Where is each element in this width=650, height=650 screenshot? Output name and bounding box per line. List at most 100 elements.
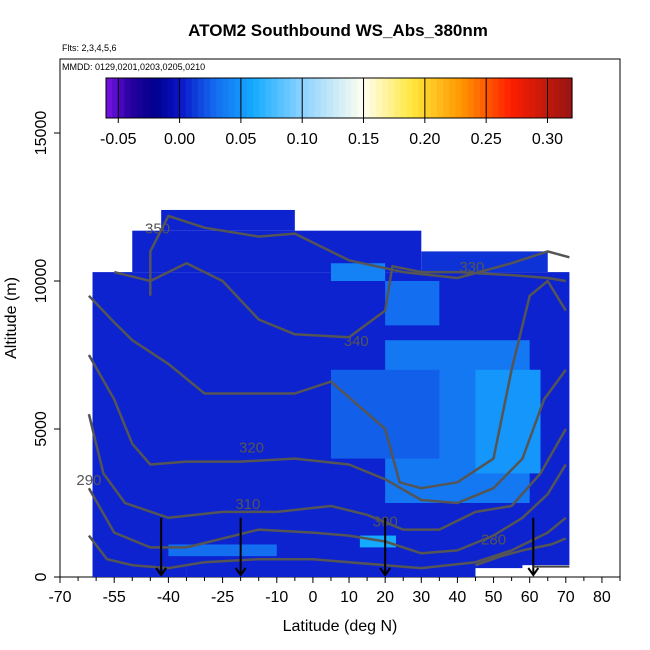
colorbar-tick-label-0: -0.05 (100, 131, 137, 148)
heatmap-layer (92, 209, 570, 577)
contour-label-290: 290 (76, 472, 101, 489)
x-tick-label-6: 10 (340, 589, 358, 606)
y-tick-label-0: 0 (33, 572, 50, 581)
colorbar-frame (105, 77, 573, 119)
colorbar-segment-26 (265, 78, 273, 118)
colorbar-segment-22 (240, 78, 248, 118)
arrow-layer (155, 517, 570, 577)
x-tick-label-8: 30 (412, 589, 430, 606)
colorbar-segment-24 (253, 78, 260, 118)
colorbar-segment-57 (455, 78, 463, 118)
colorbar-segment-67 (516, 78, 524, 118)
colorbar-segment-56 (449, 78, 457, 118)
x-tick-label-1: -55 (103, 589, 126, 606)
y-axis-label: Altitude (m) (3, 277, 20, 359)
x-axis-label: Latitude (deg N) (283, 618, 398, 635)
colorbar-segment-35 (320, 78, 328, 118)
x-tick-label-5: 0 (308, 589, 317, 606)
colorbar-tick-label-7: 0.30 (532, 131, 563, 148)
x-tick-label-13: 80 (593, 589, 611, 606)
contour-line-310 (87, 413, 567, 531)
colorbar-segment-2 (118, 78, 125, 118)
colorbar-segment-47 (394, 78, 401, 118)
contour-label-350: 350 (145, 221, 170, 238)
colorbar-tick-label-3: 0.10 (287, 131, 318, 148)
colorbar-segment-63 (492, 78, 500, 118)
colorbar-segment-30 (289, 78, 297, 118)
heatmap-cell-8 (330, 263, 386, 281)
colorbar-segment-15 (197, 78, 205, 118)
y-tick-label-1: 5000 (33, 411, 50, 447)
colorbar-segment-41 (357, 78, 365, 118)
colorbar-segment-53 (430, 78, 438, 118)
contour-line-300 (87, 463, 567, 555)
colorbar-segment-58 (461, 78, 469, 118)
colorbar-segment-23 (247, 78, 254, 118)
colorbar-segment-70 (535, 78, 542, 118)
colorbar-tick-label-6: 0.25 (471, 131, 502, 148)
colorbar-segment-46 (388, 78, 395, 118)
contour-label-320: 320 (239, 440, 264, 457)
x-tick-label-7: 20 (376, 589, 394, 606)
contour-line-330 (87, 279, 567, 490)
colorbar-tick-label-2: 0.05 (225, 131, 256, 148)
y-tick-label-2: 10000 (33, 259, 50, 304)
contour-label-330: 330 (459, 259, 484, 276)
contour-line-350 (149, 214, 570, 296)
colorbar-segment-50 (412, 78, 420, 118)
colorbar-segment-19 (222, 78, 230, 118)
colorbar: -0.05 0.00 0.05 0.10 0.15 0.20 0.25 0.30 (100, 77, 573, 148)
x-axis: -70 -55 -40 -25 -10 0 10 20 30 40 50 60 70 80 (48, 577, 621, 606)
colorbar-segment-9 (161, 78, 168, 118)
x-tick-label-4: -10 (265, 589, 288, 606)
colorbar-segment-60 (473, 78, 481, 118)
colorbar-segment-38 (339, 78, 346, 118)
colorbar-segment-21 (234, 78, 242, 118)
colorbar-segment-6 (142, 78, 150, 118)
colorbar-segment-68 (522, 78, 530, 118)
colorbar-segment-29 (283, 78, 291, 118)
colorbar-segment-31 (296, 78, 303, 118)
colorbar-segment-13 (185, 78, 193, 118)
colorbar-segment-42 (363, 78, 371, 118)
contour-label-310: 310 (235, 496, 260, 513)
colorbar-segment-5 (136, 78, 144, 118)
colorbar-segment-74 (559, 78, 567, 118)
colorbar-segment-40 (351, 78, 358, 118)
flight-arrow-1 (234, 517, 247, 577)
colorbar-tick-label-4: 0.15 (348, 131, 379, 148)
contour-label-340: 340 (344, 333, 369, 350)
colorbar-segment-14 (191, 78, 199, 118)
colorbar-segment-73 (553, 78, 561, 118)
colorbar-segment-7 (148, 78, 156, 118)
colorbar-segment-34 (314, 78, 322, 118)
chart-title: ATOM2 Southbound WS_Abs_380nm (188, 21, 488, 40)
heatmap-cell-7 (385, 281, 440, 326)
x-tick-label-3: -25 (211, 589, 234, 606)
colorbar-segment-69 (529, 78, 536, 118)
heatmap-cell-3 (421, 251, 548, 273)
x-tick-label-10: 50 (485, 589, 503, 606)
heatmap-cell-13 (475, 556, 523, 569)
colorbar-segment-0 (106, 78, 113, 118)
colorbar-segment-61 (480, 78, 487, 118)
dates-label: MMDD: 0129,0201,0203,0205,0210 (62, 62, 205, 72)
colorbar-segment-48 (400, 78, 408, 118)
colorbar-tick-label-5: 0.20 (409, 131, 440, 148)
heatmap-cell-12 (186, 556, 476, 577)
contour-label-280: 280 (481, 531, 506, 548)
colorbar-segment-18 (216, 78, 224, 118)
colorbar-segment-25 (259, 78, 267, 118)
flights-label: Flts: 2,3,4,5,6 (62, 43, 117, 53)
contour-line-320 (87, 354, 567, 505)
y-axis: 0 5000 10000 15000 (33, 111, 60, 581)
colorbar-segment-36 (326, 78, 334, 118)
colorbar-segment-11 (173, 78, 181, 118)
x-tick-label-9: 40 (449, 589, 467, 606)
colorbar-segment-65 (504, 78, 512, 118)
x-tick-label-2: -40 (157, 589, 180, 606)
colorbar-segment-44 (375, 78, 383, 118)
colorbar-tick-label-1: 0.00 (164, 131, 195, 148)
